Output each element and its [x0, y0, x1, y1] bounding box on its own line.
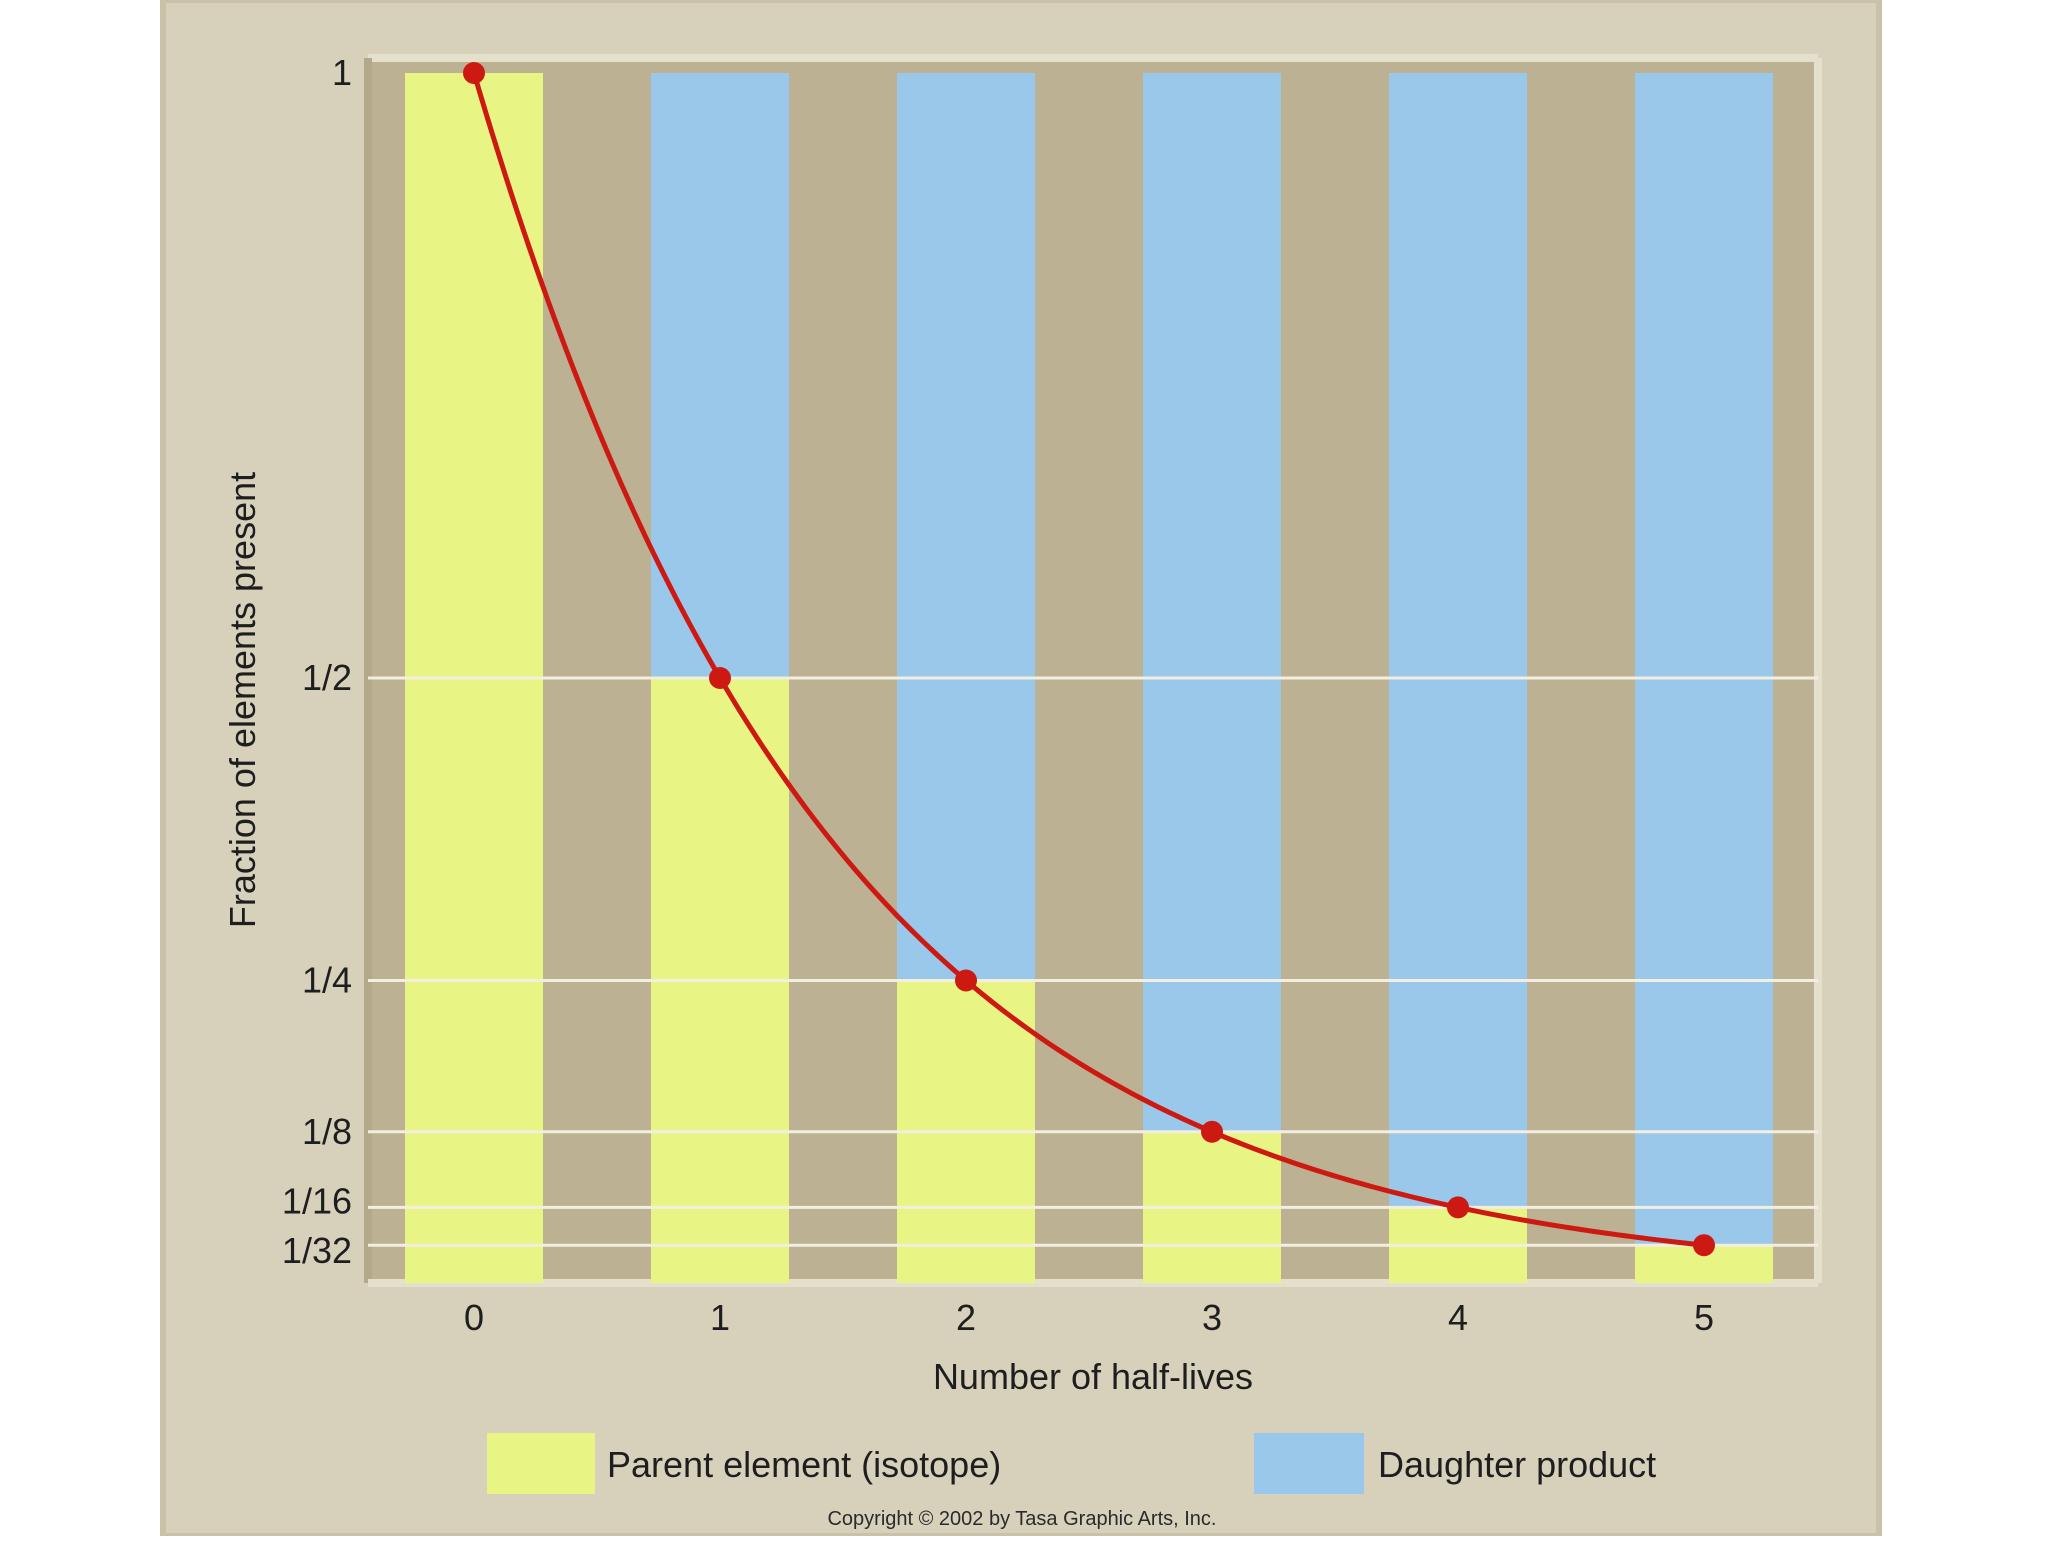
- bar-daughter-4: [1389, 73, 1527, 1208]
- y-tick-label-1-4: 1/4: [302, 960, 352, 1001]
- y-tick-labels: 1 1/2 1/4 1/8 1/16 1/32: [282, 52, 352, 1271]
- copyright-text: Copyright © 2002 by Tasa Graphic Arts, I…: [827, 1508, 1216, 1530]
- decay-point-4: [1447, 1196, 1469, 1219]
- bar-daughter-1: [651, 73, 789, 678]
- legend-swatch-parent: [487, 1433, 595, 1494]
- x-tick-label-1: 1: [710, 1297, 730, 1338]
- y-tick-label-1-16: 1/16: [282, 1180, 352, 1221]
- x-tick-label-0: 0: [464, 1297, 484, 1338]
- y-tick-label-1-32: 1/32: [282, 1230, 352, 1271]
- x-tick-label-2: 2: [956, 1297, 976, 1338]
- bar-daughter-2: [897, 73, 1035, 981]
- x-axis-label: Number of half-lives: [933, 1356, 1253, 1397]
- decay-point-1: [709, 667, 731, 689]
- bar-daughter-3: [1143, 73, 1281, 1132]
- legend-label-parent: Parent element (isotope): [607, 1444, 1001, 1485]
- decay-curve-line: [471, 72, 1705, 1248]
- decay-point-2: [955, 969, 977, 992]
- bar-daughter-5: [1635, 73, 1773, 1246]
- legend-label-daughter: Daughter product: [1378, 1444, 1656, 1485]
- x-tick-label-3: 3: [1202, 1297, 1222, 1338]
- decay-point-0: [463, 62, 485, 84]
- legend-swatch-daughter: [1254, 1433, 1364, 1494]
- gridlines-layer: [368, 676, 1818, 1247]
- y-axis-label: Fraction of elements present: [222, 472, 263, 928]
- decay-point-5: [1693, 1234, 1715, 1257]
- y-tick-label-1-8: 1/8: [302, 1111, 352, 1152]
- y-tick-label-1-2: 1/2: [302, 657, 352, 698]
- plot-area: [368, 58, 1818, 1283]
- decay-curve-layer: [463, 62, 1715, 1257]
- x-tick-label-4: 4: [1448, 1297, 1468, 1338]
- decay-point-3: [1201, 1120, 1223, 1143]
- x-tick-label-5: 5: [1694, 1297, 1714, 1338]
- y-tick-label-1: 1: [332, 52, 352, 93]
- x-tick-labels: 0 1 2 3 4 5: [464, 1297, 1714, 1338]
- legend: Parent element (isotope) Daughter produc…: [487, 1433, 1656, 1494]
